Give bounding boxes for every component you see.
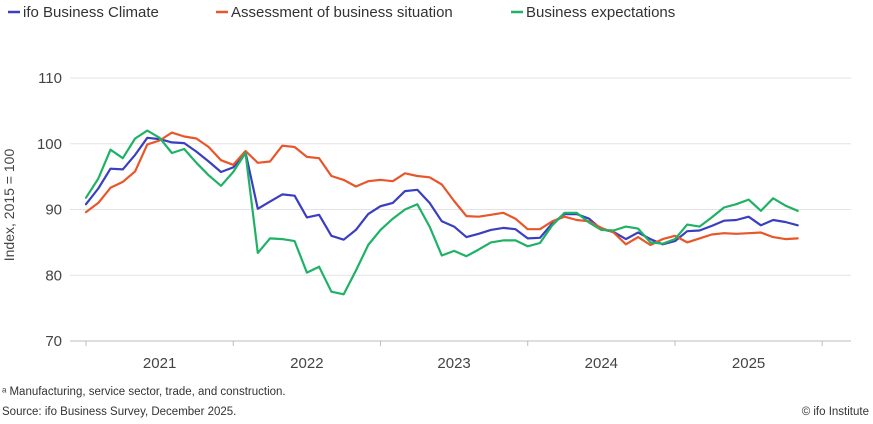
y-axis: 70 80 90 100 110: [37, 70, 62, 350]
series-line-business-expectations: [84, 129, 799, 296]
x-tick-label: 2025: [732, 355, 765, 372]
y-tick-label: 100: [37, 136, 62, 153]
x-axis: 2021 2022 2023 2024 2025: [85, 341, 823, 372]
line-chart: ifo Business Climate Assessment of busin…: [1, 4, 851, 372]
y-tick-label: 90: [45, 202, 62, 219]
x-tick-label: 2022: [290, 355, 323, 372]
legend: ifo Business Climate Assessment of busin…: [8, 4, 675, 21]
y-tick-label: 70: [45, 333, 62, 350]
legend-label: ifo Business Climate: [23, 4, 159, 21]
y-tick-label: 80: [45, 267, 62, 284]
footnote: ᵃ Manufacturing, service sector, trade, …: [2, 386, 286, 398]
series-line-assessment-of-business-situation: [84, 131, 799, 247]
legend-item-assessment-of-business-situation[interactable]: Assessment of business situation: [216, 4, 453, 21]
source-note: Source: ifo Business Survey, December 20…: [2, 406, 237, 418]
legend-item-ifo-business-climate[interactable]: ifo Business Climate: [8, 4, 159, 21]
copyright: © ifo Institute: [801, 406, 869, 418]
legend-item-business-expectations[interactable]: Business expectations: [511, 4, 675, 21]
legend-label: Assessment of business situation: [231, 4, 453, 21]
x-tick-label: 2021: [143, 355, 176, 372]
x-tick-label: 2023: [437, 355, 470, 372]
legend-label: Business expectations: [526, 4, 675, 21]
x-tick-label: 2024: [585, 355, 618, 372]
y-tick-label: 110: [38, 70, 62, 87]
y-axis-title: Index, 2015 = 100: [1, 149, 17, 262]
series-group: [84, 129, 799, 296]
series-line-ifo-business-climate: [84, 136, 799, 246]
